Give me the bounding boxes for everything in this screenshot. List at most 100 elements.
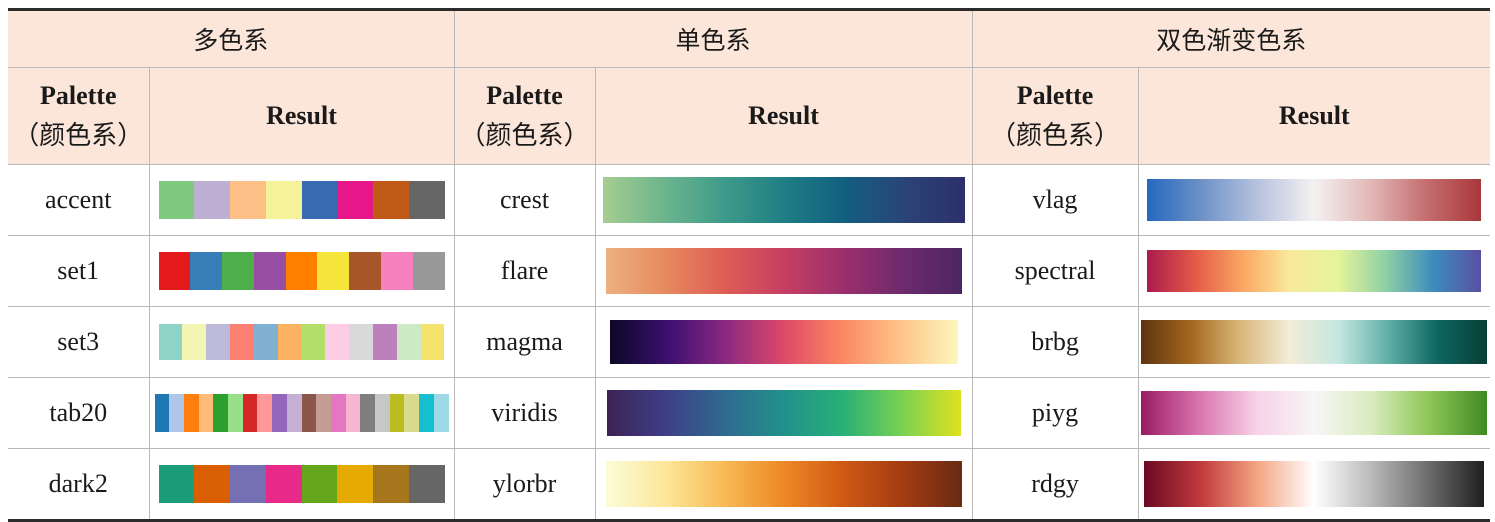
color-segment [408, 465, 445, 503]
result-cell-diverging [1137, 448, 1491, 521]
color-segment [301, 394, 317, 432]
color-segment [277, 324, 302, 360]
color-segment [380, 252, 413, 290]
color-segment [169, 394, 184, 432]
color-segment [301, 465, 338, 503]
color-segment [158, 252, 191, 290]
color-swatch [602, 177, 965, 223]
color-segment [408, 181, 445, 219]
color-swatch [158, 324, 445, 360]
result-cell-diverging [1137, 377, 1491, 449]
palette-name-diverging: vlag [971, 164, 1139, 236]
result-cell-qualitative [148, 164, 455, 236]
color-segment [228, 394, 243, 432]
group-title-sequential: 单色系 [453, 9, 973, 68]
color-segment [229, 324, 254, 360]
color-segment [301, 324, 326, 360]
group-title-diverging: 双色渐变色系 [971, 9, 1491, 68]
color-segment [158, 181, 195, 219]
color-segment [253, 252, 286, 290]
result-cell-diverging [1137, 164, 1491, 236]
result-cell-qualitative [148, 377, 455, 449]
palette-name-qualitative: dark2 [8, 448, 150, 521]
color-swatch [1147, 250, 1482, 292]
color-segment [183, 394, 199, 432]
color-segment [222, 252, 254, 290]
color-segment [317, 252, 350, 290]
color-segment [349, 252, 381, 290]
result-cell-sequential [594, 164, 973, 236]
color-swatch [609, 320, 958, 364]
color-segment [433, 394, 449, 432]
palette-name-qualitative: accent [8, 164, 150, 236]
color-segment [253, 324, 278, 360]
color-segment [190, 252, 223, 290]
color-segment [301, 181, 338, 219]
color-swatch [154, 394, 449, 432]
color-segment [265, 181, 302, 219]
color-segment [330, 394, 346, 432]
color-segment [419, 394, 434, 432]
palette-name-diverging: rdgy [971, 448, 1139, 521]
color-segment [206, 324, 230, 360]
group-title-qualitative: 多色系 [8, 9, 455, 68]
palette-table: 多色系 单色系 双色渐变色系 Palette （颜色系） Result Pale… [8, 8, 1491, 522]
result-cell-qualitative [148, 235, 455, 307]
palette-header-label: Palette [486, 81, 563, 110]
palette-header-sub: （颜色系） [13, 121, 144, 150]
color-segment [316, 394, 331, 432]
color-segment [412, 252, 445, 290]
palette-header-qualitative: Palette （颜色系） [8, 67, 150, 165]
palette-name-diverging: piyg [971, 377, 1139, 449]
result-header-qualitative: Result [148, 67, 455, 165]
result-cell-qualitative [148, 306, 455, 378]
palette-row: dark2 ylorbr rdgy [8, 448, 1491, 521]
palette-name-sequential: magma [453, 306, 596, 378]
color-segment [158, 324, 183, 360]
color-segment [420, 324, 445, 360]
palette-header-sub: （颜色系） [459, 121, 590, 150]
palette-name-sequential: crest [453, 164, 596, 236]
result-cell-diverging [1137, 306, 1491, 378]
color-segment [194, 465, 230, 503]
column-header-row: Palette （颜色系） Result Palette （颜色系） Resul… [8, 67, 1491, 165]
color-segment [389, 394, 405, 432]
color-segment [285, 252, 318, 290]
color-segment [325, 324, 350, 360]
palette-name-qualitative: set1 [8, 235, 150, 307]
result-cell-sequential [594, 448, 973, 521]
result-cell-sequential [594, 235, 973, 307]
color-segment [396, 324, 421, 360]
palette-header-diverging: Palette （颜色系） [971, 67, 1139, 165]
palette-row: accent crest vlag [8, 164, 1491, 236]
color-segment [265, 465, 302, 503]
group-header-row: 多色系 单色系 双色渐变色系 [8, 9, 1491, 68]
color-segment [372, 324, 397, 360]
color-segment [158, 465, 195, 503]
color-swatch [158, 465, 445, 503]
color-segment [286, 394, 302, 432]
color-swatch [158, 181, 445, 219]
color-segment [345, 394, 361, 432]
color-swatch [605, 461, 962, 507]
palette-name-sequential: ylorbr [453, 448, 596, 521]
color-swatch [1141, 391, 1488, 435]
color-swatch [605, 248, 962, 294]
palette-name-diverging: spectral [971, 235, 1139, 307]
palette-row: set3 magma brbg [8, 306, 1491, 378]
color-segment [360, 394, 376, 432]
palette-name-sequential: flare [453, 235, 596, 307]
color-segment [375, 394, 390, 432]
palette-header-sequential: Palette （颜色系） [453, 67, 596, 165]
color-segment [349, 324, 373, 360]
color-swatch [1144, 461, 1485, 507]
palette-name-qualitative: set3 [8, 306, 150, 378]
color-segment [230, 465, 266, 503]
color-segment [182, 324, 207, 360]
color-segment [404, 394, 420, 432]
palette-row: set1 flare spectral [8, 235, 1491, 307]
palette-header-sub: （颜色系） [990, 121, 1121, 150]
result-cell-qualitative [148, 448, 455, 521]
result-header-diverging: Result [1137, 67, 1491, 165]
palette-header-label: Palette [1016, 81, 1094, 110]
